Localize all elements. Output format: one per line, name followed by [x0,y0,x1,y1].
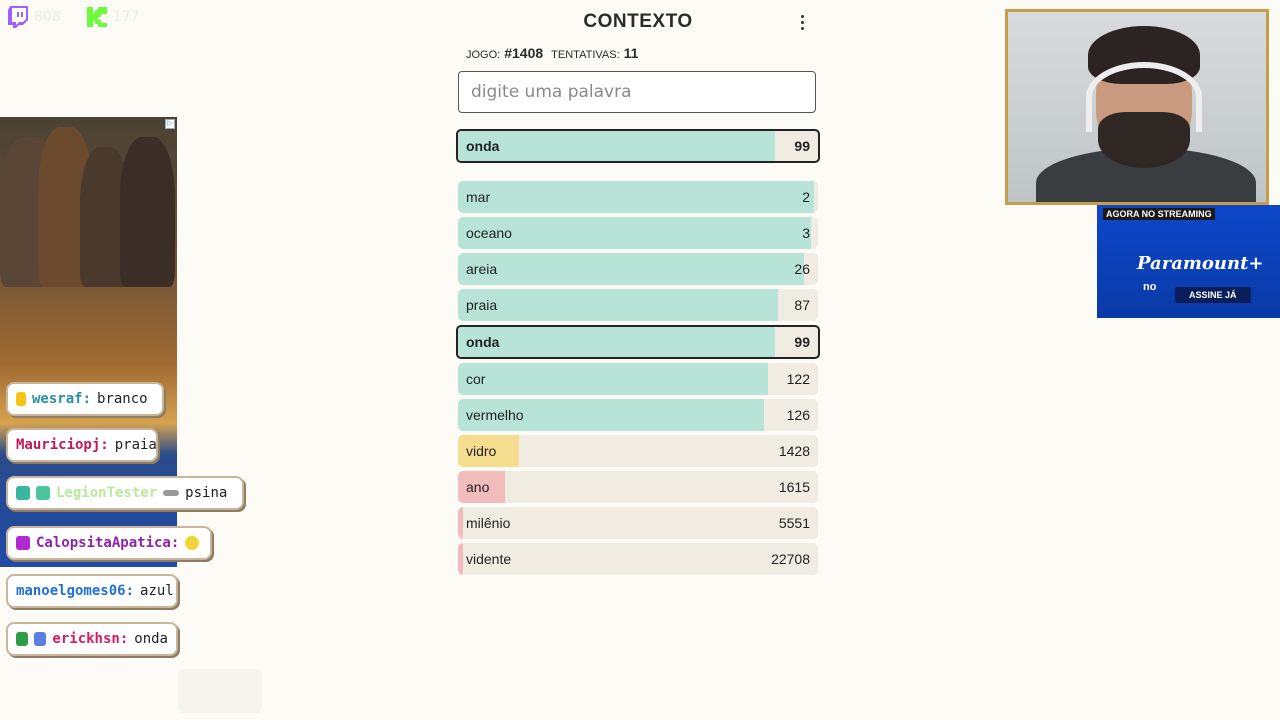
guess-word: oceano [466,225,512,241]
bits-badge-icon [16,392,26,406]
chat-text: psina [185,485,228,501]
guess-word: onda [466,334,500,350]
guess-word: vidro [466,443,497,459]
webcam-feed [1005,9,1269,205]
guess-word: praia [466,297,498,313]
proximity-bar [458,471,505,503]
proximity-bar [458,543,464,575]
attempts-label: TENTATIVAS: [551,49,620,61]
chat-text: onda [134,631,168,647]
leaf-badge-icon [16,632,29,646]
guess-row: praia 87 [458,289,818,321]
guess-rank: 2 [802,189,810,205]
attempts-count: 11 [623,45,639,61]
chat-message: erickhsn: onda [6,622,178,656]
proximity-bar [458,435,520,467]
guess-row: oceano 3 [458,217,818,249]
guess-input[interactable] [458,71,816,113]
chat-message: LegionTester psina [6,476,244,510]
mod-badge-icon [34,632,47,646]
game-number: #1408 [504,45,544,61]
guess-word: vidente [466,551,512,567]
guess-rank: 1428 [778,443,810,459]
last-guess-row: onda 99 [456,129,820,163]
guess-row: milênio 5551 [458,507,818,539]
ad-brand: Paramount+ no [1137,253,1264,293]
chat-username: LegionTester [56,485,158,501]
proximity-bar [458,399,764,431]
stream-stats: 808 177 [8,6,139,28]
paramount-ad[interactable]: AGORA NO STREAMING Paramount+ no ASSINE … [1097,205,1280,318]
proximity-bar [458,217,811,249]
guess-word: ano [466,479,490,495]
kick-viewers: 177 [86,7,139,27]
game-title: CONTEXTO [583,11,693,32]
chat-text: branco [97,391,148,407]
chat-message: manoelgomes06: azul [6,574,178,608]
chat-username: erickhsn: [52,631,129,647]
guess-rank: 26 [794,261,810,277]
proximity-bar [458,507,464,539]
contexto-game: CONTEXTO JOGO: #1408 TENTATIVAS: 11 onda… [456,0,820,575]
guess-rank: 5551 [778,515,810,531]
twitch-icon [8,6,28,28]
guess-list: mar 2 oceano 3 areia 26 praia 87 onda 99 cor 122 ver… [456,181,820,575]
kick-icon [86,7,107,27]
guess-rank: 99 [794,138,810,154]
proximity-bar [458,181,815,213]
guess-rank: 99 [794,334,810,350]
heart-badge-icon [16,536,30,550]
guess-word: cor [466,371,486,387]
game-meta: JOGO: #1408 TENTATIVAS: 11 [456,45,820,61]
guess-word: milênio [466,515,511,531]
chat-username: CalopsitaApatica: [36,535,180,551]
chat-username: wesraf: [32,391,92,407]
guess-row: ano 1615 [458,471,818,503]
guess-rank: 3 [802,225,810,241]
guess-word: areia [466,261,498,277]
guess-word: mar [466,189,491,205]
subscriber-badge-icon [16,486,30,500]
headphones-icon [1086,62,1202,132]
guess-rank: 126 [786,407,810,423]
guess-word: vermelho [466,407,524,423]
guess-row: vidente 22708 [458,543,818,575]
poster-figure [120,137,175,287]
guess-rank: 22708 [771,551,810,567]
guess-rank: 87 [794,297,810,313]
emote-icon [163,490,180,496]
ad-cta-button[interactable]: ASSINE JÁ [1175,287,1251,303]
faded-button [178,669,262,713]
guess-row: vidro 1428 [458,435,818,467]
twitch-viewers: 808 [8,6,61,28]
ad-tagline: AGORA NO STREAMING [1103,208,1215,220]
gift-badge-icon [36,486,50,500]
guess-row: onda 99 [456,325,820,359]
guess-row: mar 2 [458,181,818,213]
chat-text: azul [140,583,174,599]
chat-text: praia [114,437,157,453]
chat-message: Mauriciopj: praia [6,428,158,462]
proximity-bar [458,363,768,395]
more-menu-icon[interactable] [794,12,810,32]
proximity-bar [458,253,804,285]
chat-message: wesraf: branco [6,382,164,416]
guess-row: areia 26 [458,253,818,285]
game-label: JOGO: [466,49,501,61]
guess-row: vermelho 126 [458,399,818,431]
proximity-bar [458,327,775,357]
guess-row: cor 122 [458,363,818,395]
chat-message: CalopsitaApatica: [6,526,212,560]
guess-rank: 1615 [778,479,810,495]
emoji-icon [185,536,200,550]
chat-username: Mauriciopj: [16,437,109,453]
guess-word: onda [466,138,500,154]
chat-username: manoelgomes06: [16,583,135,599]
ad-choices-icon[interactable]: ▷ [165,119,175,129]
proximity-bar [458,131,775,161]
proximity-bar [458,289,779,321]
guess-rank: 122 [786,371,810,387]
